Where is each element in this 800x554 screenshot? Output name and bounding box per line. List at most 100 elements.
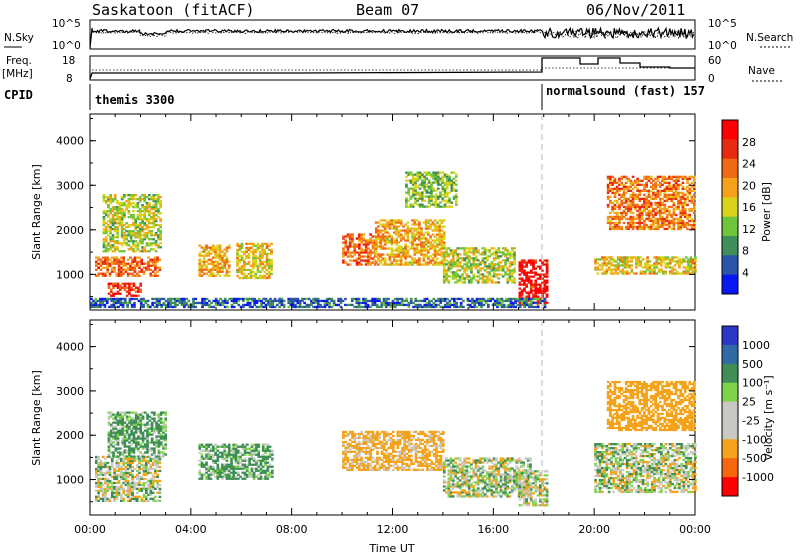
heatmap-cell: [157, 431, 161, 434]
heatmap-cell: [95, 461, 98, 465]
heatmap-cell: [656, 175, 660, 178]
heatmap-cell: [159, 196, 162, 199]
heatmap-cell: [202, 256, 206, 259]
heatmap-cell: [681, 187, 685, 190]
heatmap-cell: [442, 269, 446, 272]
heatmap-cell: [276, 303, 279, 307]
heatmap-cell: [141, 210, 144, 213]
heatmap-cell: [381, 233, 385, 236]
heatmap-cell: [103, 305, 107, 309]
heatmap-cell: [442, 267, 446, 270]
heatmap-cell: [511, 255, 514, 258]
heatmap-cell: [414, 187, 417, 190]
heatmap-cell: [668, 181, 671, 184]
heatmap-cell: [106, 485, 110, 489]
heatmap-cell: [148, 415, 152, 418]
heatmap-cell: [139, 284, 143, 287]
heatmap-cell: [120, 493, 123, 496]
heatmap-cell: [691, 258, 695, 261]
heatmap-cell: [209, 268, 213, 271]
heatmap-cell: [167, 305, 170, 309]
heatmap-cell: [487, 297, 490, 301]
heatmap-cell: [455, 195, 458, 198]
heatmap-cell: [110, 465, 114, 469]
heatmap-cell: [423, 199, 426, 202]
heatmap-cell: [141, 411, 145, 414]
heatmap-cell: [104, 495, 107, 498]
heatmap-cell: [630, 268, 634, 271]
heatmap-cell: [198, 244, 202, 247]
heatmap-cell: [389, 301, 393, 305]
heatmap-cell: [438, 249, 442, 252]
heatmap-cell: [132, 455, 136, 458]
heatmap-cell: [424, 249, 428, 252]
heatmap-cell: [513, 257, 516, 260]
heatmap-cell: [661, 177, 664, 180]
heatmap-cell: [693, 227, 696, 231]
heatmap-cell: [154, 202, 158, 205]
heatmap-cell: [661, 189, 664, 192]
heatmap-cell: [134, 421, 138, 424]
heatmap-cell: [147, 485, 150, 489]
heatmap-cell: [263, 248, 267, 252]
heatmap-cell: [108, 481, 112, 485]
heatmap-cell: [442, 273, 446, 276]
heatmap-cell: [157, 441, 161, 444]
heatmap-cell: [622, 189, 626, 192]
heatmap-cell: [467, 281, 471, 284]
heatmap-cell: [134, 218, 138, 221]
heatmap-cell: [173, 299, 177, 303]
heatmap-cell: [452, 197, 456, 200]
heatmap-cell: [659, 203, 662, 207]
heatmap-cell: [422, 253, 426, 256]
heatmap-cell: [448, 191, 451, 194]
heatmap-cell: [425, 205, 429, 208]
heatmap-cell: [122, 264, 125, 267]
heatmap-cell: [506, 279, 510, 282]
heatmap-cell: [138, 218, 142, 221]
heatmap-cell: [688, 213, 692, 217]
heatmap-cell: [214, 252, 217, 255]
heatmap-cell: [409, 299, 413, 303]
heatmap-cell: [159, 236, 162, 239]
heatmap-cell: [678, 260, 681, 263]
heatmap-cell: [350, 297, 354, 301]
heatmap-cell: [113, 236, 117, 239]
heatmap-cell: [139, 413, 143, 416]
heatmap-cell: [643, 207, 646, 211]
heatmap-cell: [312, 297, 315, 301]
heatmap-cell: [128, 419, 131, 422]
heatmap-cell: [107, 417, 111, 420]
heatmap-cell: [196, 301, 200, 305]
heatmap-cell: [661, 219, 664, 223]
heatmap-cell: [158, 457, 162, 461]
heatmap-cell: [686, 227, 689, 231]
heatmap-cell: [139, 433, 143, 436]
heatmap-cell: [641, 272, 645, 275]
heatmap-cell: [504, 259, 507, 262]
heatmap-cell: [133, 497, 137, 500]
heatmap-cell: [154, 262, 157, 265]
heatmap-cell: [486, 279, 489, 282]
heatmap-cell: [611, 227, 614, 231]
heatmap-cell: [545, 279, 549, 282]
heatmap-cell: [134, 427, 138, 430]
heatmap-cell: [137, 437, 140, 440]
heatmap-cell: [665, 187, 669, 190]
heatmap-cell: [120, 256, 123, 259]
heatmap-cell: [107, 250, 110, 253]
heatmap-cell: [314, 299, 318, 303]
heatmap-cell: [102, 228, 106, 231]
heatmap-cell: [143, 196, 147, 199]
heatmap-cell: [418, 193, 422, 196]
heatmap-cell: [154, 475, 157, 479]
heatmap-cell: [129, 471, 132, 475]
heatmap-cell: [472, 261, 476, 264]
heatmap-cell: [122, 473, 125, 477]
heatmap-cell: [450, 185, 454, 188]
heatmap-cell: [377, 235, 380, 238]
heatmap-cell: [155, 303, 159, 307]
heatmap-cell: [686, 197, 689, 200]
heatmap-cell: [672, 223, 676, 227]
heatmap-cell: [655, 258, 659, 261]
